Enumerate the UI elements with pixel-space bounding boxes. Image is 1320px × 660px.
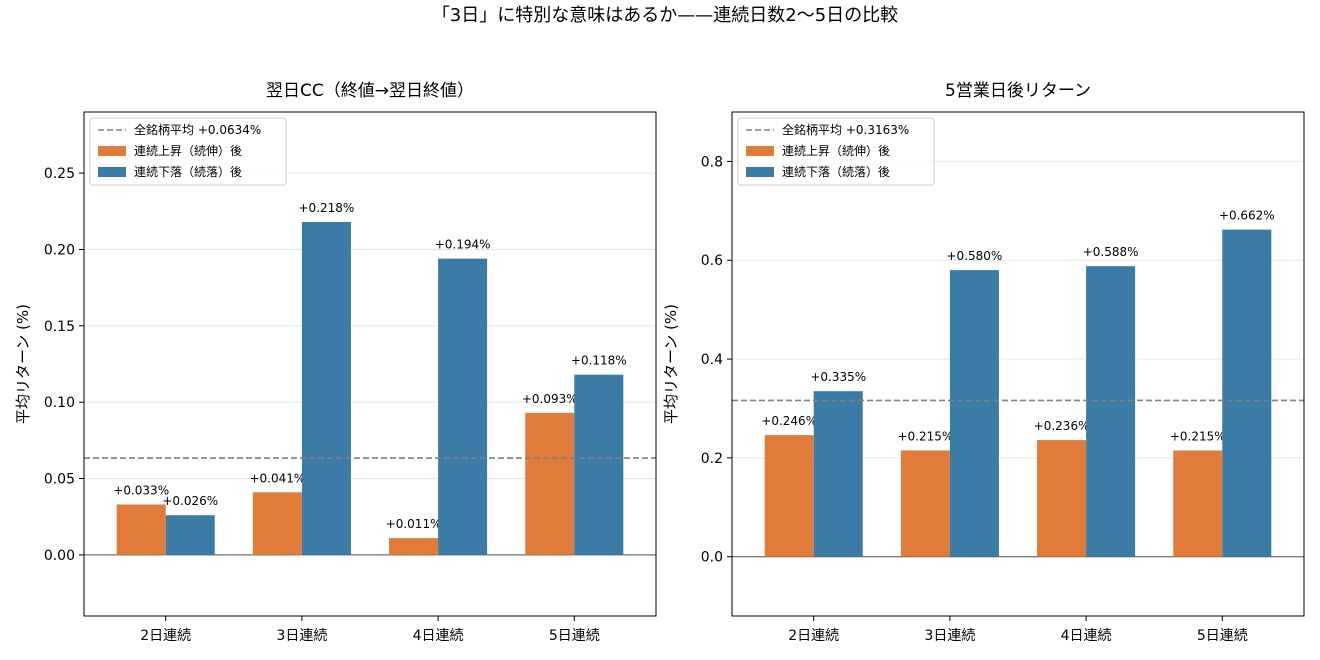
bar-down — [301, 221, 351, 555]
x-tick-label: 4日連続 — [413, 627, 464, 644]
y-tick-label: 0.2 — [701, 451, 723, 467]
legend-item-up: 連続上昇（続伸）後 — [134, 144, 242, 158]
bar-down — [1086, 266, 1136, 557]
legend-item-down: 連続下落（続落）後 — [782, 165, 890, 179]
x-tick-label: 4日連続 — [1061, 627, 1112, 644]
bar-down — [165, 515, 215, 555]
legend-swatch-up — [98, 146, 126, 156]
x-tick-label: 2日連続 — [140, 627, 191, 644]
bar-value-label: +0.218% — [299, 201, 355, 215]
bar-value-label: +0.215% — [1170, 429, 1226, 443]
bar-value-label: +0.093% — [522, 392, 578, 406]
bar-value-label: +0.194% — [435, 238, 491, 252]
legend-item-up: 連続上昇（続伸）後 — [782, 144, 890, 158]
bar-value-label: +0.041% — [249, 471, 305, 485]
bar-up — [389, 538, 439, 555]
bar-up — [252, 492, 302, 555]
y-tick-label: 0.8 — [701, 154, 723, 170]
bar-down — [438, 258, 488, 555]
bar-up — [116, 504, 166, 555]
y-tick-label: 0.25 — [44, 166, 75, 182]
bar-up — [900, 450, 950, 557]
legend-item-mean: 全銘柄平均 +0.3163% — [782, 122, 909, 137]
bar-value-label: +0.026% — [162, 494, 218, 508]
bar-up — [1037, 440, 1087, 557]
y-tick-label: 0.05 — [44, 472, 75, 488]
x-tick-label: 2日連続 — [788, 627, 839, 644]
y-tick-label: 0.0 — [701, 550, 723, 566]
chart-5day-return: 5営業日後リターン 0.0 0.2 0.4 0.6 0.8 +0.246% +0.215% +0… — [662, 81, 1305, 644]
bar-value-label: +0.662% — [1219, 209, 1275, 223]
legend-box — [737, 117, 935, 186]
legend-swatch-down — [98, 167, 126, 177]
y-tick-label: 0.00 — [44, 548, 75, 564]
chart-next-day-cc: 翌日CC（終値→翌日終値） 0.00 0.05 0.10 0.15 0.20 0.25 +0.… — [14, 81, 657, 644]
y-tick-label: 0.15 — [44, 319, 75, 335]
chart-title: 5営業日後リターン — [945, 81, 1091, 101]
bar-down — [574, 374, 624, 555]
bar-value-label: +0.118% — [571, 354, 627, 368]
bar-value-label: +0.011% — [386, 517, 442, 531]
y-axis-label: 平均リターン (%) — [14, 304, 32, 424]
chart-title: 翌日CC（終値→翌日終値） — [266, 81, 474, 101]
y-tick-label: 0.10 — [44, 395, 75, 411]
legend-item-down: 連続下落（続落）後 — [134, 165, 242, 179]
bar-value-label: +0.335% — [810, 370, 866, 384]
bar-up — [764, 435, 814, 557]
bar-up — [525, 412, 575, 555]
bar-value-label: +0.033% — [113, 484, 169, 498]
bar-value-label: +0.580% — [947, 249, 1003, 263]
plot-frame — [731, 111, 1305, 617]
bar-value-label: +0.588% — [1083, 245, 1139, 259]
legend-box — [89, 117, 287, 186]
y-tick-label: 0.6 — [701, 253, 723, 269]
figure-title: 「3日」に特別な意味はあるか——連続日数2〜5日の比較 — [432, 5, 898, 26]
bar-value-label: +0.215% — [897, 429, 953, 443]
bar-value-label: +0.236% — [1034, 419, 1090, 433]
bar-value-label: +0.246% — [761, 414, 817, 428]
x-tick-label: 3日連続 — [276, 627, 327, 644]
y-axis-label: 平均リターン (%) — [662, 304, 680, 424]
bar-down — [813, 391, 863, 557]
x-tick-label: 3日連続 — [924, 627, 975, 644]
bar-up — [1173, 450, 1223, 557]
legend-swatch-up — [746, 146, 774, 156]
y-tick-label: 0.20 — [44, 242, 75, 258]
plot-frame — [83, 111, 657, 617]
legend-item-mean: 全銘柄平均 +0.0634% — [134, 122, 261, 137]
y-tick-label: 0.4 — [701, 352, 723, 368]
legend-swatch-down — [746, 167, 774, 177]
x-tick-label: 5日連続 — [549, 627, 600, 644]
bar-down — [949, 270, 999, 557]
bar-down — [1222, 229, 1272, 557]
x-tick-label: 5日連続 — [1197, 627, 1248, 644]
